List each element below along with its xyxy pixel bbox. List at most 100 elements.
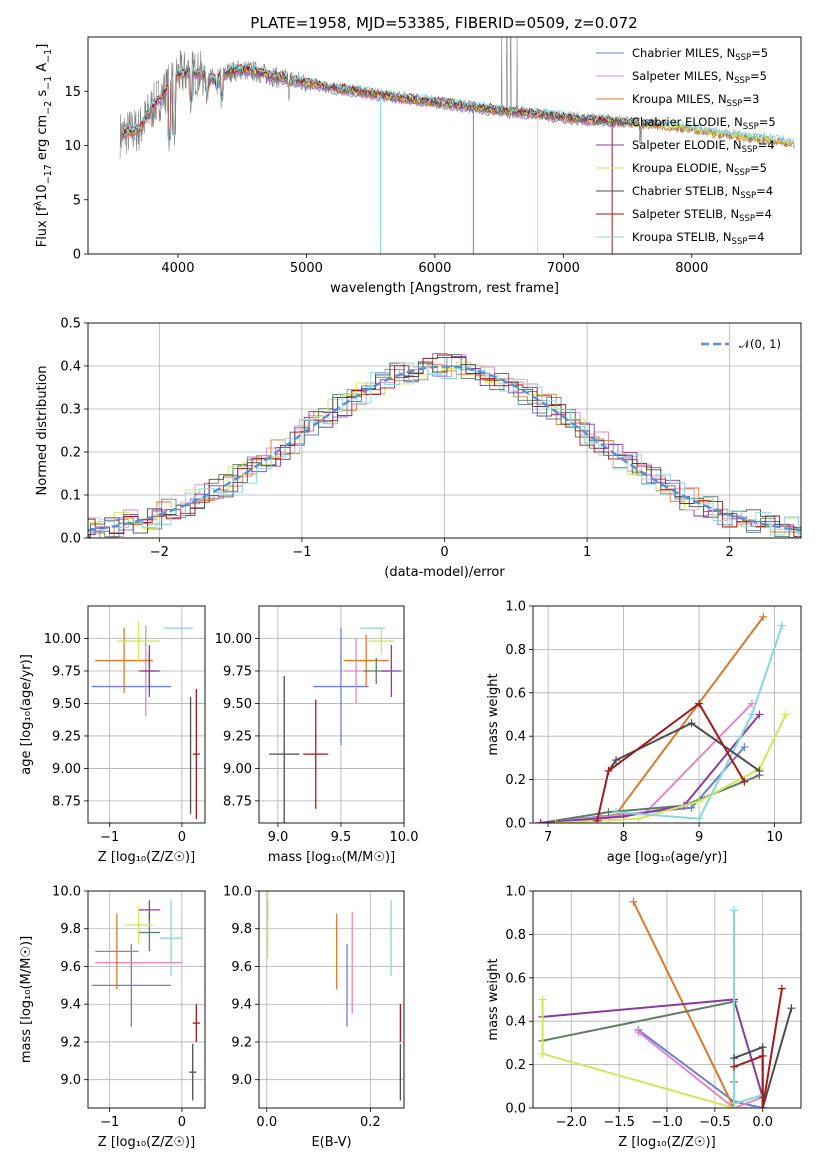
weight-marker-chabrier_stelib (787, 1004, 796, 1013)
weight-line-kroupa_stelib (733, 910, 763, 1106)
x-tick-label: −1.0 (651, 1115, 683, 1130)
weight-line-salpeter_miles (637, 1031, 764, 1108)
legend-sub: SSP (732, 237, 748, 247)
y-tick-label: 1.0 (505, 885, 526, 900)
legend-suffix: =4 (755, 207, 772, 221)
legend-suffix: =5 (759, 115, 776, 129)
x-tick-label: 0.0 (752, 1115, 773, 1130)
y-axis-label: mass weight (486, 958, 501, 1040)
y-tick-label: 9.6 (60, 960, 81, 975)
legend-name: Kroupa STELIB, N (632, 230, 732, 244)
x-tick-label: 2 (726, 545, 734, 560)
weight-line-kroupa_miles (615, 616, 765, 815)
weight-marker-kroupa_elodie (551, 819, 560, 823)
x-tick-label: 5000 (290, 261, 323, 276)
legend-entry: Chabrier MILES, NSSP=5 (632, 46, 768, 63)
histogram-kroupa_stelib (88, 362, 801, 538)
y-tick-label: 9.75 (52, 664, 81, 679)
legend-suffix: =5 (751, 46, 768, 60)
x-axis-label: age [log₁₀(age/yr)] (607, 850, 728, 865)
y-tick-label: 9.4 (231, 998, 252, 1013)
weight-marker-kroupa_stelib (730, 1099, 738, 1108)
weight-plot-area (538, 897, 796, 1108)
x-tick-label: −0.5 (699, 1115, 731, 1130)
weight-marker-kroupa_elodie (634, 814, 643, 823)
legend-sub: SSP (727, 99, 743, 109)
y-tick-label: 10.00 (215, 632, 252, 647)
x-axis-label: mass [log₁₀(M/M☉)] (268, 850, 395, 865)
legend-suffix: =5 (750, 161, 767, 175)
weight-marker-chabrier_stelib (612, 756, 621, 765)
legend-sub: SSP (739, 214, 755, 224)
x-tick-label: −2 (150, 545, 169, 560)
legend-name: Chabrier MILES, N (632, 46, 735, 60)
y-label-part: λ (33, 200, 44, 206)
y-tick-label: 0.2 (505, 773, 526, 788)
weight-marker-kroupa_stelib (778, 621, 787, 630)
y-tick-label: 9.6 (231, 960, 252, 975)
weight-marker-salpeter_stelib (777, 984, 786, 993)
x-tick-label: −1.5 (603, 1115, 635, 1130)
y-label-part: −1 (43, 76, 54, 90)
y-tick-label: 0.6 (505, 686, 526, 701)
figure-title: PLATE=1958, MJD=53385, FIBERID=0509, z=0… (250, 14, 637, 32)
weight-line-chabrier_elodie (540, 774, 760, 823)
legend-entry: 𝒩(0, 1) (739, 337, 781, 351)
y-tick-label: 0.0 (505, 817, 526, 832)
x-axis-label: Z [log₁₀(Z/Z☉)] (98, 850, 195, 865)
weight-line-kroupa_elodie (541, 999, 763, 1108)
x-tick-label: 0 (178, 1115, 186, 1130)
legend-name: Salpeter ELODIE, N (632, 138, 742, 152)
y-tick-label: 0.0 (505, 1102, 526, 1117)
weight-marker-kroupa_stelib (695, 814, 704, 823)
y-tick-label: 0.8 (505, 928, 526, 943)
y-tick-label: 15 (64, 85, 81, 100)
model-spectrum-kroupa_elodie (122, 64, 795, 145)
y-tick-label: 10 (64, 139, 81, 154)
y-label-part: ] (35, 44, 50, 49)
weight-marker-salpeter_miles (634, 1028, 643, 1037)
y-label-part: −1 (43, 49, 54, 63)
x-tick-label: 10 (766, 830, 783, 845)
x-axis-label: wavelength [Angstrom, rest frame] (330, 281, 559, 296)
weight-marker-salpeter_stelib (593, 816, 602, 823)
histogram-chabrier_miles (88, 357, 801, 538)
weight-marker-salpeter_elodie (536, 819, 545, 823)
y-label-part: 10 (35, 184, 50, 201)
y-label-part: −2 (43, 101, 54, 115)
y-tick-label: 0.2 (505, 1058, 526, 1073)
weight-marker-kroupa_elodie (695, 797, 704, 806)
y-tick-label: 0.3 (60, 403, 81, 418)
weight-marker-kroupa_stelib (730, 906, 738, 915)
x-axis-label: E(B-V) (311, 1135, 351, 1150)
y-tick-label: 9.2 (231, 1035, 252, 1050)
y-tick-label: 10.0 (52, 885, 81, 900)
legend-name: Chabrier STELIB, N (632, 184, 740, 198)
y-tick-label: 9.25 (52, 729, 81, 744)
y-tick-label: 9.50 (223, 697, 252, 712)
y-tick-label: 9.4 (60, 998, 81, 1013)
legend-suffix: =4 (747, 230, 764, 244)
axes-frame (87, 36, 802, 255)
axes-frame (532, 890, 802, 1109)
y-axis-label: mass weight (486, 673, 501, 755)
age-vs-mass-panel: 9.0 9.5 10.0 8.75 9.00 9.25 9.50 9.75 10.00 mass … (215, 605, 418, 865)
errorbar-plot-area (91, 900, 200, 1101)
weight-marker-salpeter_stelib (758, 1104, 767, 1108)
legend-name: Salpeter STELIB, N (632, 207, 739, 221)
y-tick-label: 0.6 (505, 971, 526, 986)
y-tick-label: 0.4 (505, 1015, 526, 1030)
weight-marker-salpeter_elodie (755, 710, 764, 719)
histogram-chabrier_stelib (88, 361, 801, 538)
weight-plot-area (536, 612, 790, 823)
mass-vs-metallicity-panel: −1 0 9.0 9.2 9.4 9.6 9.8 10.0 Z [log₁₀(Z/Z☉)] mas… (19, 885, 206, 1150)
y-axis-label: mass [log₁₀(M/M☉)] (19, 936, 34, 1063)
y-tick-label: 1.0 (505, 600, 526, 615)
y-label-part: erg cm (35, 115, 50, 164)
legend-sub: SSP (743, 122, 759, 132)
y-tick-label: 9.00 (52, 762, 81, 777)
legend-entry: Chabrier STELIB, NSSP=4 (632, 184, 773, 201)
y-tick-label: 0.4 (505, 730, 526, 745)
y-tick-label: 10.0 (223, 885, 252, 900)
